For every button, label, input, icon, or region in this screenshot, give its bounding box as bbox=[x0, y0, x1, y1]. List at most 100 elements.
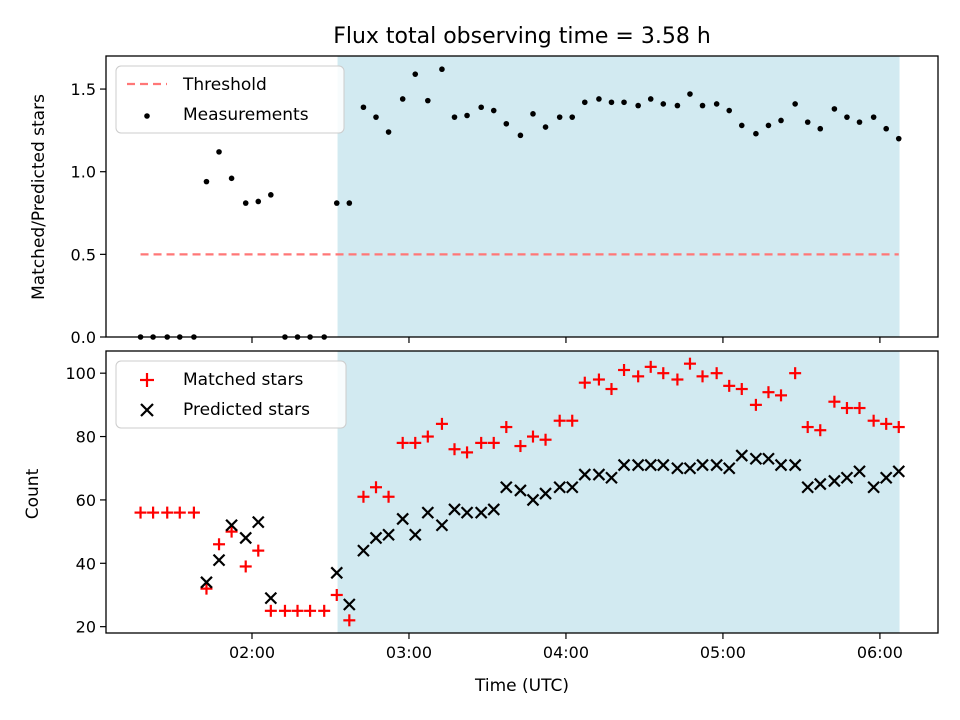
predicted-star-point bbox=[840, 471, 854, 485]
measurement-point bbox=[451, 114, 458, 120]
matched-star-point bbox=[187, 506, 200, 519]
matched-star-point bbox=[775, 389, 788, 402]
measurement-point bbox=[831, 106, 838, 112]
matched-star-point bbox=[448, 443, 461, 456]
predicted-star-point bbox=[200, 576, 213, 589]
measurement-point bbox=[517, 132, 524, 139]
bottom-panel: 20 40 60 80 100 02:00 03:00 04:00 05:00 06:00 Co… bbox=[23, 350, 939, 696]
x-tick-label: 04:00 bbox=[543, 643, 589, 662]
predicted-star-point bbox=[526, 493, 540, 507]
predicted-star-point bbox=[735, 449, 749, 462]
measurement-point bbox=[385, 129, 392, 135]
predicted-star-point bbox=[487, 503, 501, 516]
measurement-point bbox=[804, 119, 811, 125]
predicted-star-point bbox=[382, 528, 395, 542]
top-legend: Threshold Measurements bbox=[115, 65, 345, 134]
matched-star-point bbox=[553, 414, 566, 427]
predicted-star-point bbox=[396, 512, 409, 526]
matched-star-point bbox=[880, 417, 893, 430]
matched-star-point bbox=[461, 446, 474, 459]
matched-star-point bbox=[264, 604, 277, 617]
predicted-star-point bbox=[553, 480, 566, 494]
matched-star-point bbox=[578, 376, 591, 389]
measurement-point bbox=[817, 125, 824, 132]
measurement-point bbox=[399, 96, 406, 102]
predicted-star-point bbox=[343, 598, 356, 611]
matched-star-point bbox=[789, 367, 802, 380]
matched-star-point bbox=[500, 421, 513, 434]
matched-star-point bbox=[213, 538, 226, 551]
top-panel: 0.0 0.5 1.0 1.5 Matched/Predicted stars Thr… bbox=[29, 55, 939, 347]
matched-star-point bbox=[683, 357, 696, 370]
matched-star-point bbox=[396, 436, 409, 449]
measurements-legend-label: Measurements bbox=[183, 105, 309, 125]
bottom-legend: Matched stars Predicted stars bbox=[115, 360, 347, 429]
measurement-point bbox=[856, 119, 863, 125]
predicted-star-point bbox=[696, 458, 709, 472]
x-tick-label: 03:00 bbox=[386, 643, 432, 662]
matched-star-point bbox=[840, 402, 853, 415]
bottom-shaded-region bbox=[337, 351, 900, 633]
matched-star-point bbox=[828, 395, 841, 408]
predicted-star-point bbox=[421, 506, 435, 519]
measurement-point bbox=[792, 101, 798, 107]
measurement-point bbox=[228, 175, 235, 182]
predicted-star-point bbox=[448, 503, 461, 516]
x-tick-label: 05:00 bbox=[700, 643, 746, 662]
matched-legend-label: Matched stars bbox=[183, 370, 303, 390]
matched-star-point bbox=[644, 360, 657, 373]
measurement-point bbox=[203, 178, 210, 185]
measurement-point bbox=[425, 97, 431, 104]
predicted-star-point bbox=[357, 544, 370, 557]
predicted-star-point bbox=[500, 480, 513, 494]
y-tick-label: 0.5 bbox=[71, 245, 96, 264]
measurement-point bbox=[530, 111, 536, 117]
y-tick-label: 1.5 bbox=[71, 80, 96, 99]
matched-star-point bbox=[710, 367, 723, 380]
measurements-legend-swatch bbox=[144, 113, 150, 119]
measurement-point bbox=[674, 102, 681, 109]
predicted-star-point bbox=[828, 474, 841, 488]
top-plot-frame bbox=[105, 55, 939, 338]
top-shaded-region bbox=[337, 56, 900, 337]
measurement-point bbox=[726, 107, 733, 114]
predicted-star-point bbox=[474, 506, 488, 519]
predicted-star-point bbox=[671, 461, 684, 475]
predicted-star-point bbox=[892, 465, 906, 478]
predicted-star-point bbox=[225, 518, 238, 532]
matched-star-point bbox=[435, 417, 448, 430]
measurement-point bbox=[556, 114, 563, 120]
matched-star-point bbox=[605, 383, 618, 396]
y-tick-label: 0.0 bbox=[71, 328, 96, 347]
measurement-point bbox=[412, 71, 419, 77]
matched-star-point bbox=[291, 604, 304, 617]
matched-star-point bbox=[421, 430, 434, 443]
y-tick-label: 20 bbox=[76, 618, 96, 637]
measurement-point bbox=[439, 66, 445, 73]
predicted-star-point bbox=[435, 518, 449, 532]
matched-star-point bbox=[514, 440, 527, 453]
matched-star-point bbox=[239, 560, 252, 573]
predicted-star-point bbox=[631, 458, 645, 472]
measurement-point bbox=[373, 114, 379, 120]
x-tick-label: 02:00 bbox=[229, 643, 275, 662]
x-axis-label: Time (UTC) bbox=[474, 676, 569, 696]
measurement-point bbox=[660, 101, 667, 107]
measurement-point bbox=[895, 135, 902, 142]
measurement-point bbox=[765, 122, 772, 129]
measurement-point bbox=[242, 200, 249, 206]
matched-star-point bbox=[134, 506, 147, 519]
predicted-star-point bbox=[879, 471, 893, 485]
matched-star-point bbox=[370, 481, 383, 494]
measurement-point bbox=[635, 102, 641, 109]
predicted-star-point bbox=[657, 458, 670, 472]
predicted-star-point bbox=[330, 566, 344, 580]
measurement-point bbox=[268, 192, 274, 198]
measurement-point bbox=[844, 114, 850, 120]
matched-star-point bbox=[304, 604, 317, 617]
measurement-point bbox=[699, 102, 706, 109]
predicted-star-point bbox=[605, 471, 618, 485]
predicted-legend-swatch bbox=[140, 403, 154, 417]
matched-star-point bbox=[867, 414, 880, 427]
predicted-star-point bbox=[644, 458, 658, 472]
